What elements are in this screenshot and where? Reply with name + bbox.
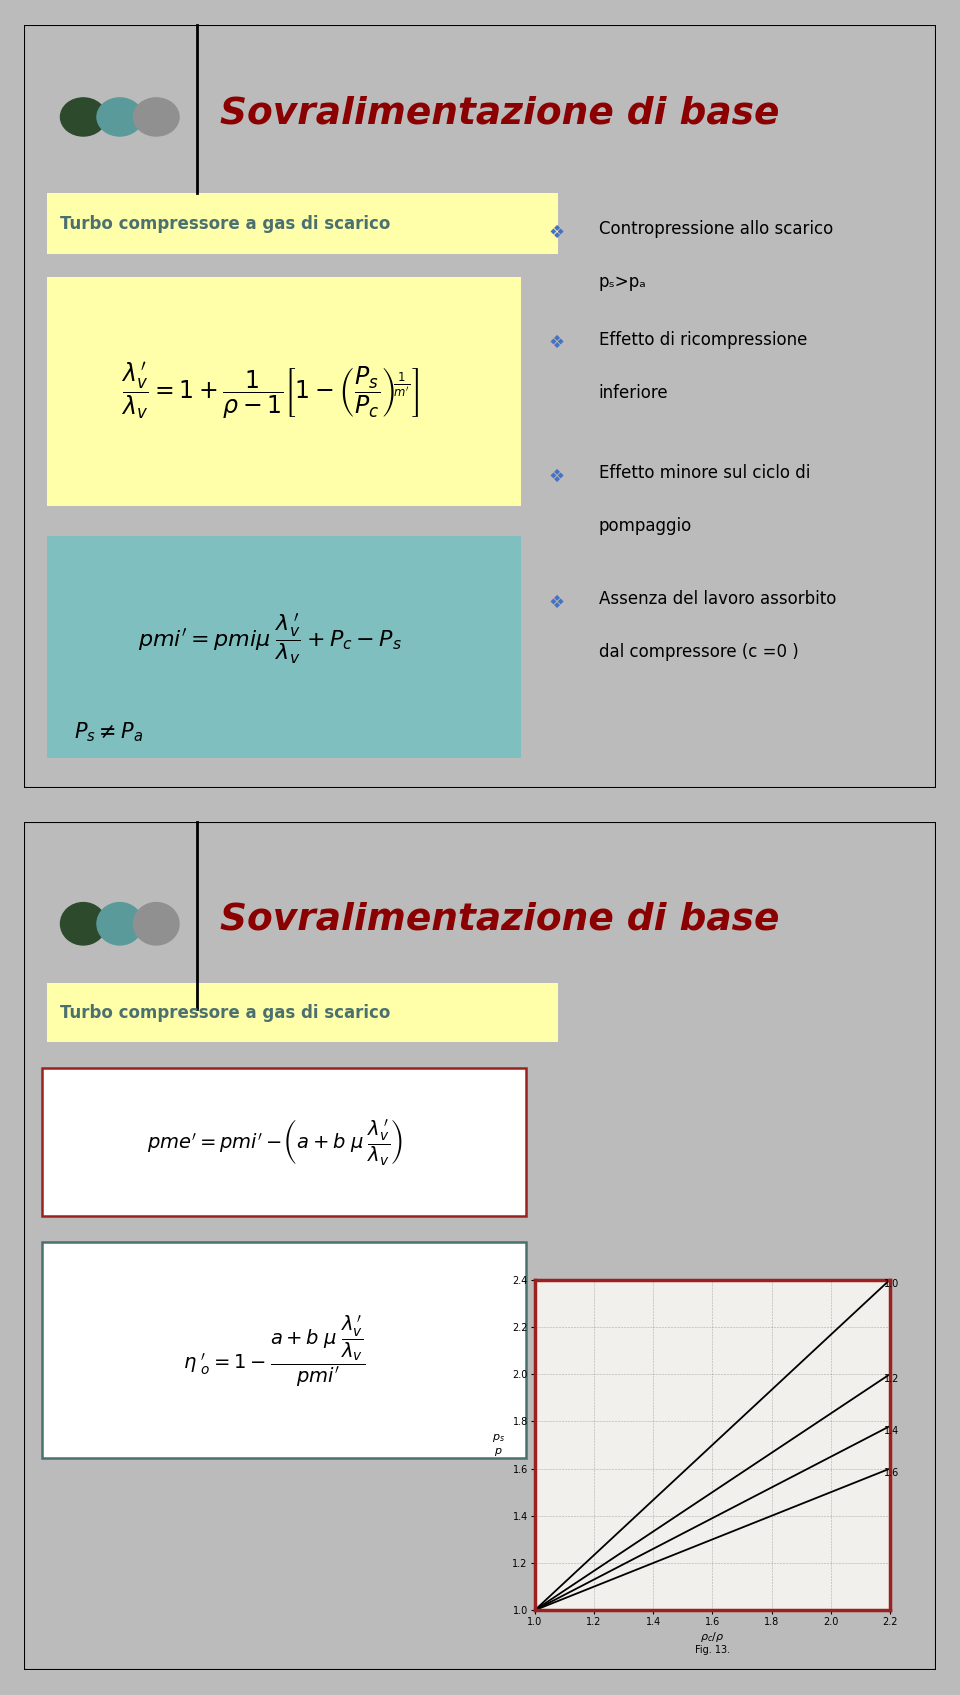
Text: inferiore: inferiore bbox=[599, 383, 668, 402]
Text: ❖: ❖ bbox=[548, 593, 564, 612]
Text: Effetto minore sul ciclo di: Effetto minore sul ciclo di bbox=[599, 464, 810, 481]
Circle shape bbox=[133, 98, 179, 136]
Circle shape bbox=[97, 98, 142, 136]
Circle shape bbox=[133, 902, 179, 946]
Text: $pme^{\prime} = pmi^{\prime} - \!\left(a + b\;\mu\;\dfrac{\lambda_v^{\,\prime}}{: $pme^{\prime} = pmi^{\prime} - \!\left(a… bbox=[147, 1117, 403, 1166]
Circle shape bbox=[60, 902, 106, 946]
Text: ❖: ❖ bbox=[548, 468, 564, 486]
FancyBboxPatch shape bbox=[47, 983, 558, 1042]
Circle shape bbox=[97, 902, 142, 946]
Text: 1.4: 1.4 bbox=[884, 1425, 900, 1436]
Text: Contropressione allo scarico: Contropressione allo scarico bbox=[599, 220, 833, 237]
Text: Assenza del lavoro assorbito: Assenza del lavoro assorbito bbox=[599, 590, 836, 609]
Text: ❖: ❖ bbox=[548, 224, 564, 242]
Text: $\dfrac{\lambda_v^{\,\prime}}{\lambda_v} = 1 + \dfrac{1}{\rho - 1}\left[1-\left(: $\dfrac{\lambda_v^{\,\prime}}{\lambda_v}… bbox=[121, 361, 420, 422]
Text: pₛ>pₐ: pₛ>pₐ bbox=[599, 273, 646, 292]
Circle shape bbox=[60, 98, 106, 136]
FancyBboxPatch shape bbox=[42, 1068, 526, 1217]
FancyBboxPatch shape bbox=[47, 536, 521, 758]
Text: 1.6: 1.6 bbox=[884, 1468, 900, 1478]
Text: Sovralimentazione di base: Sovralimentazione di base bbox=[220, 95, 780, 131]
Text: $pmi^{\prime} = pmi\mu\;\dfrac{\lambda_v^{\,\prime}}{\lambda_v} + P_c - P_s$: $pmi^{\prime} = pmi\mu\;\dfrac{\lambda_v… bbox=[138, 612, 402, 666]
Text: 1.2: 1.2 bbox=[884, 1375, 900, 1383]
Text: ❖: ❖ bbox=[548, 334, 564, 353]
Text: Sovralimentazione di base: Sovralimentazione di base bbox=[220, 902, 780, 937]
Text: pompaggio: pompaggio bbox=[599, 517, 692, 536]
Text: Turbo compressore a gas di scarico: Turbo compressore a gas di scarico bbox=[60, 215, 391, 232]
Text: Fig. 13.: Fig. 13. bbox=[695, 1646, 730, 1656]
X-axis label: $\rho_c/\rho$: $\rho_c/\rho$ bbox=[700, 1631, 725, 1644]
Text: $P_s \neq P_a$: $P_s \neq P_a$ bbox=[74, 720, 143, 744]
Text: Turbo compressore a gas di scarico: Turbo compressore a gas di scarico bbox=[60, 1003, 391, 1022]
Text: Effetto di ricompressione: Effetto di ricompressione bbox=[599, 331, 807, 349]
FancyBboxPatch shape bbox=[42, 1241, 526, 1458]
Text: $\eta\;_o^{\prime} = 1 - \dfrac{a + b\;\mu\;\dfrac{\lambda_v^{\,\prime}}{\lambda: $\eta\;_o^{\prime} = 1 - \dfrac{a + b\;\… bbox=[183, 1314, 366, 1390]
Text: 1.0: 1.0 bbox=[884, 1280, 900, 1290]
Text: dal compressore (c =0 ): dal compressore (c =0 ) bbox=[599, 642, 799, 661]
Y-axis label: $p_s$
$p$: $p_s$ $p$ bbox=[492, 1432, 505, 1458]
FancyBboxPatch shape bbox=[47, 276, 521, 505]
FancyBboxPatch shape bbox=[47, 193, 558, 254]
